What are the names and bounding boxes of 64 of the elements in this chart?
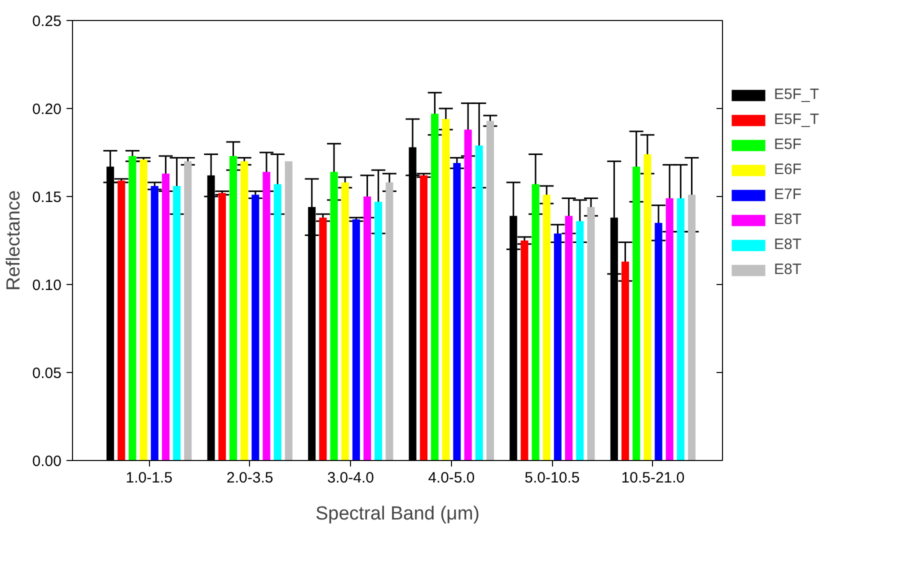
x-tick-label: 4.0-5.0 <box>428 470 475 486</box>
bar <box>184 161 192 460</box>
legend-label: E8T <box>774 236 802 253</box>
bar <box>676 198 684 460</box>
bar <box>420 175 428 460</box>
bar <box>621 262 630 460</box>
legend-label: E8T <box>774 261 802 278</box>
bar <box>654 222 662 460</box>
bar <box>352 219 360 460</box>
bar <box>453 163 461 460</box>
bar <box>330 172 338 460</box>
bar <box>218 192 226 460</box>
legend-label: E7F <box>774 186 802 203</box>
x-tick-label: 10.5-21.0 <box>621 470 685 486</box>
bar <box>554 233 562 460</box>
bar <box>431 114 439 460</box>
bar <box>262 172 270 460</box>
bar <box>486 120 494 460</box>
legend-label: E5F_T <box>774 111 820 128</box>
bar <box>442 119 450 460</box>
x-tick-label: 1.0-1.5 <box>126 470 172 486</box>
legend-label: E8T <box>774 211 802 228</box>
bar <box>587 207 595 460</box>
bar <box>284 161 292 460</box>
bar <box>565 216 573 460</box>
bar <box>274 184 282 460</box>
legend-label: E6F <box>774 161 802 178</box>
bar <box>150 186 158 460</box>
legend-label: E5F_T <box>774 86 820 103</box>
bar <box>118 180 126 460</box>
y-axis-title: Reflectance <box>3 190 24 291</box>
y-tick-label: 0.00 <box>32 453 62 470</box>
bar <box>363 196 372 460</box>
bar <box>162 174 170 460</box>
bar <box>520 240 528 460</box>
bar <box>666 198 674 460</box>
bar <box>173 186 181 460</box>
y-tick-label: 0.25 <box>32 13 62 30</box>
y-tick-label: 0.15 <box>32 189 62 206</box>
bar <box>341 182 349 460</box>
bar <box>319 218 327 460</box>
bar <box>374 202 382 460</box>
x-axis-title: Spectral Band (μm) <box>315 504 480 524</box>
x-tick-label: 5.0-10.5 <box>524 470 580 486</box>
y-tick-label: 0.05 <box>32 365 62 382</box>
bar <box>688 194 696 460</box>
bar <box>632 166 640 460</box>
bar <box>252 194 260 460</box>
bar <box>644 154 652 460</box>
y-tick-label: 0.20 <box>32 101 62 118</box>
bar <box>542 194 550 460</box>
x-tick-label: 2.0-3.5 <box>226 470 274 486</box>
bar <box>464 130 472 460</box>
y-tick-label: 0.10 <box>32 277 62 294</box>
bar <box>140 160 148 460</box>
bar <box>240 161 248 460</box>
bar <box>229 156 238 460</box>
bar <box>532 184 540 460</box>
bar <box>475 145 483 460</box>
x-tick-label: 3.0-4.0 <box>327 470 374 486</box>
bar <box>576 221 584 460</box>
bar <box>128 156 136 460</box>
legend-label: E5F <box>774 136 802 153</box>
bar <box>386 182 394 460</box>
